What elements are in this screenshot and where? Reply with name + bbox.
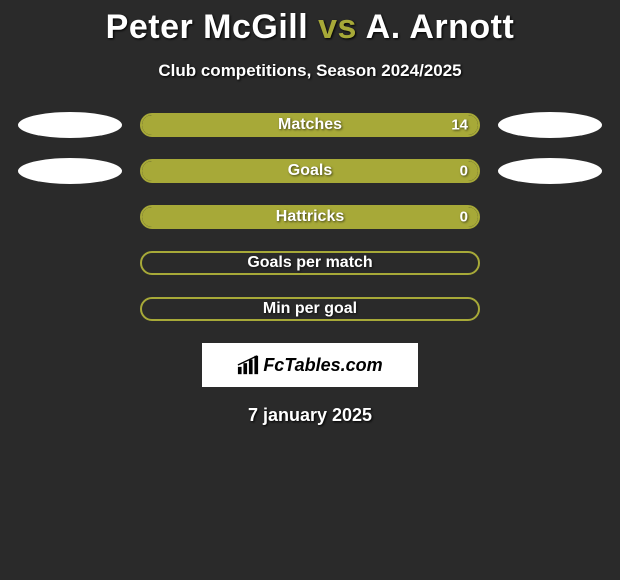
barchart-icon (237, 355, 259, 375)
player2-name: A. Arnott (366, 8, 515, 46)
stat-bar: Goals 0 (140, 159, 480, 183)
stat-row: Goals per match (0, 251, 620, 275)
stat-label: Goals (288, 162, 332, 180)
player1-name: Peter McGill (106, 8, 309, 46)
vs-text: vs (318, 8, 357, 46)
stat-value: 0 (460, 209, 468, 226)
stat-row: Hattricks 0 (0, 205, 620, 229)
stat-bar: Goals per match (140, 251, 480, 275)
stat-rows: Matches 14 Goals 0 Hattricks 0 Goals per match… (0, 113, 620, 321)
stat-value: 14 (451, 117, 468, 134)
left-ellipse (18, 112, 122, 138)
stat-row: Min per goal (0, 297, 620, 321)
right-ellipse (498, 158, 602, 184)
page-title: Peter McGill vs A. Arnott (0, 8, 620, 47)
right-ellipse (498, 204, 602, 230)
left-ellipse (18, 296, 122, 322)
left-ellipse (18, 158, 122, 184)
logo-box[interactable]: FcTables.com (202, 343, 418, 387)
right-ellipse (498, 250, 602, 276)
left-ellipse (18, 204, 122, 230)
stat-bar: Hattricks 0 (140, 205, 480, 229)
subtitle: Club competitions, Season 2024/2025 (0, 61, 620, 81)
stat-row: Matches 14 (0, 113, 620, 137)
logo-text: FcTables.com (263, 355, 382, 376)
comparison-card: Peter McGill vs A. Arnott Club competiti… (0, 0, 620, 426)
stat-bar: Min per goal (140, 297, 480, 321)
stat-row: Goals 0 (0, 159, 620, 183)
left-ellipse (18, 250, 122, 276)
right-ellipse (498, 112, 602, 138)
stat-label: Hattricks (276, 208, 344, 226)
stat-value: 0 (460, 163, 468, 180)
right-ellipse (498, 296, 602, 322)
stat-label: Min per goal (263, 300, 357, 318)
stat-label: Matches (278, 116, 342, 134)
stat-bar: Matches 14 (140, 113, 480, 137)
stat-label: Goals per match (247, 254, 372, 272)
date-text: 7 january 2025 (0, 405, 620, 426)
